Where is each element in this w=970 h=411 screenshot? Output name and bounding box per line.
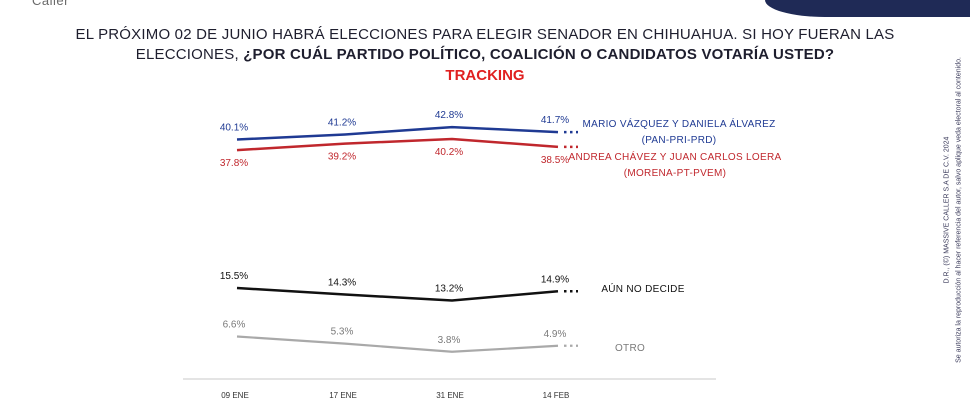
data-label-3-2: 3.8% [438,335,461,346]
x-tick-label-1: 17 ENE [329,391,357,400]
question-line-2-plain: ELECCIONES, [135,46,244,63]
data-label-0-1: 41.2% [328,117,356,128]
data-label-3-0: 6.6% [223,320,246,331]
data-label-1-0: 37.8% [220,158,248,169]
x-tick-label-0: 09 ENE [221,391,249,400]
chart-subtitle: TRACKING [445,67,525,84]
legend-label-1: ANDREA CHÁVEZ Y JUAN CARLOS LOERA [569,150,782,163]
data-label-2-3: 14.9% [541,274,569,285]
data-label-0-0: 40.1% [220,123,248,134]
legend-sublabel-0: (PAN-PRI-PRD) [642,135,717,146]
data-label-0-2: 42.8% [435,110,463,121]
corner-decoration [765,0,970,17]
legend-label-0: MARIO VÁZQUEZ Y DANIELA ÁLVAREZ [582,117,775,130]
x-tick-label-2: 31 ENE [436,391,464,400]
data-label-1-2: 40.2% [435,147,463,158]
legend-label-2: AÚN NO DECIDE [601,282,684,295]
data-label-2-0: 15.5% [220,271,248,282]
question-line-1: EL PRÓXIMO 02 DE JUNIO HABRÁ ELECCIONES … [75,26,895,43]
question-title: EL PRÓXIMO 02 DE JUNIO HABRÁ ELECCIONES … [40,25,930,65]
legend-sublabel-1: (MORENA-PT-PVEM) [624,168,727,179]
legend-label-3: OTRO [615,343,645,354]
data-label-0-3: 41.7% [541,115,569,126]
question-line-2-bold: ¿POR CUÁL PARTIDO POLÍTICO, COALICIÓN O … [243,46,835,63]
series-line-2 [236,286,559,302]
data-label-2-1: 14.3% [328,278,356,289]
series-line-3 [236,335,559,353]
data-label-3-1: 5.3% [331,327,354,338]
series-line-0 [236,125,559,141]
data-label-1-1: 39.2% [328,152,356,163]
data-label-3-3: 4.9% [544,329,567,340]
series-line-1 [236,137,559,152]
data-label-2-2: 13.2% [435,284,463,295]
data-label-1-3: 38.5% [541,155,569,166]
brand-logo: Caller [32,0,69,8]
x-tick-label-3: 14 FEB [543,391,570,400]
